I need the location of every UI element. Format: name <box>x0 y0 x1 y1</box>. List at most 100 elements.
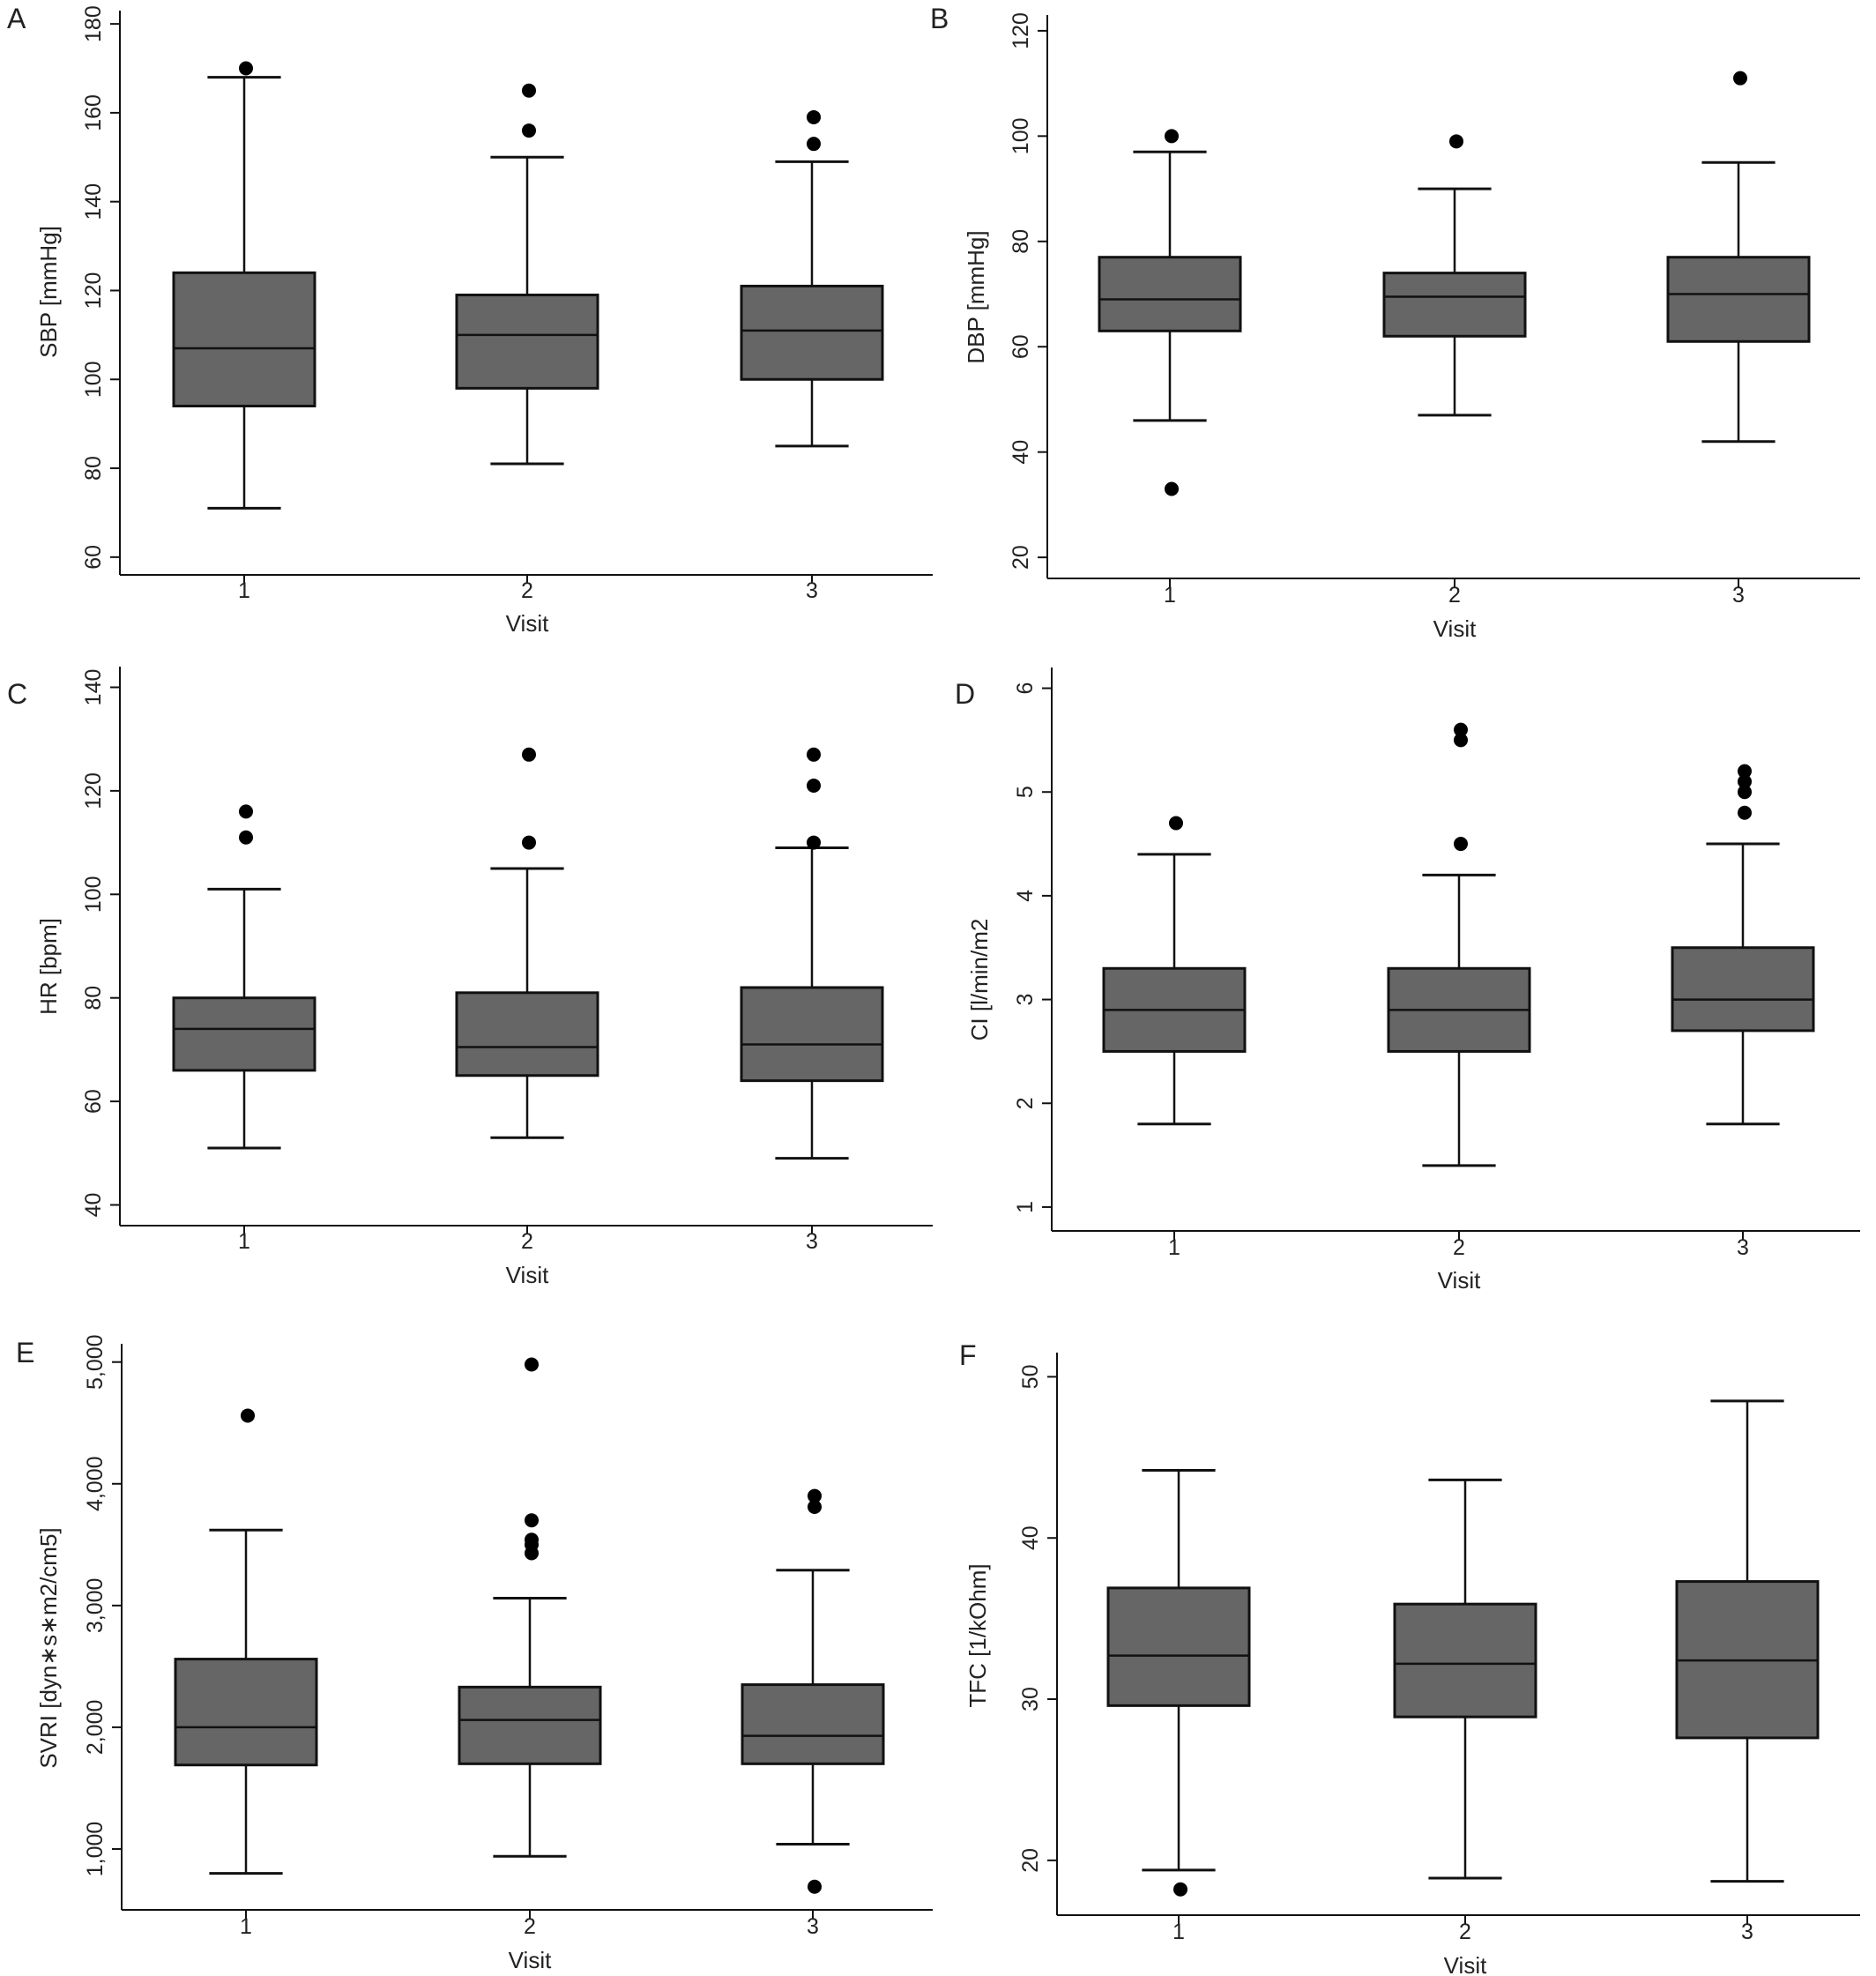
y-tick-label: 60 <box>1009 334 1033 359</box>
outlier-point <box>807 137 821 152</box>
y-tick-label: 40 <box>81 1193 106 1218</box>
y-tick-label: 80 <box>81 986 106 1010</box>
y-tick-label: 160 <box>81 94 106 131</box>
box-visit-1 <box>174 1408 318 1875</box>
box-visit-3 <box>740 109 884 448</box>
x-tick-label: 2 <box>524 1914 536 1939</box>
y-tick-label: 100 <box>1009 117 1033 154</box>
x-tick-label: 3 <box>807 1914 819 1939</box>
x-axis-title: Visit <box>1444 1952 1487 1976</box>
outlier-point <box>1733 71 1747 86</box>
outlier-point <box>807 779 821 794</box>
y-tick-label: 40 <box>1009 440 1033 465</box>
iqr-box <box>740 986 884 1083</box>
panel-letter: C <box>7 678 27 710</box>
box-visit-3 <box>1671 764 1815 1126</box>
x-axis-title: Visit <box>1433 615 1477 642</box>
x-tick-label: 2 <box>521 578 533 603</box>
outlier-point <box>807 747 821 762</box>
panel-letter: B <box>930 3 949 34</box>
iqr-box <box>455 991 599 1077</box>
y-tick-label: 5,000 <box>83 1334 108 1390</box>
outlier-point <box>525 1532 539 1547</box>
x-tick-label: 3 <box>1737 1235 1749 1260</box>
panel-d: D Visit CI [l/min/m2 1 2 3 4 5 6 1 2 3 <box>955 667 1860 1294</box>
box-visit-2 <box>455 83 599 466</box>
y-tick-label: 20 <box>1009 545 1033 570</box>
y-tick-label: 40 <box>1018 1525 1043 1550</box>
iqr-box <box>1382 272 1527 338</box>
panel-marks: 1,000 2,000 3,000 4,000 5,000 1 2 3 <box>83 1334 933 1939</box>
outlier-point <box>808 1488 822 1503</box>
outlier-point <box>522 83 536 98</box>
panel-f: F Visit TFC [1/kOhm] 20 30 40 50 1 2 3 <box>959 1339 1860 1976</box>
box-visit-2 <box>458 1357 602 1858</box>
x-axis-title: Visit <box>1438 1267 1481 1294</box>
y-axis-title: TFC [1/kOhm] <box>964 1563 991 1707</box>
panel-letter: D <box>955 678 975 710</box>
y-tick-label: 140 <box>81 183 106 220</box>
outlier-point <box>808 1500 822 1515</box>
y-axis-title: SBP [mmHg] <box>35 226 62 358</box>
iqr-box <box>1098 256 1242 332</box>
box-visit-2 <box>1393 1478 1537 1880</box>
box-visit-3 <box>1666 71 1811 444</box>
x-tick-label: 3 <box>806 1229 818 1254</box>
y-tick-label: 20 <box>1018 1848 1043 1873</box>
x-tick-label: 1 <box>240 1914 252 1939</box>
y-tick-label: 100 <box>81 876 106 913</box>
y-tick-label: 50 <box>1018 1365 1043 1390</box>
y-tick-label: 80 <box>1009 229 1033 254</box>
y-tick-label: 80 <box>81 456 106 481</box>
outlier-point <box>808 1879 822 1894</box>
x-tick-label: 3 <box>1741 1920 1753 1944</box>
box-visit-2 <box>1382 134 1527 417</box>
panel-marks: 1 2 3 4 5 6 1 2 3 <box>1013 667 1860 1260</box>
box-visit-2 <box>1387 722 1531 1167</box>
y-tick-label: 120 <box>1009 12 1033 49</box>
outlier-point <box>1738 785 1752 800</box>
outlier-point <box>239 804 253 819</box>
iqr-box <box>1393 1602 1537 1719</box>
x-tick-label: 1 <box>1164 583 1176 608</box>
x-tick-label: 1 <box>238 1229 250 1254</box>
x-tick-label: 2 <box>521 1229 533 1254</box>
box-visit-1 <box>1102 816 1247 1126</box>
y-tick-label: 3 <box>1013 994 1038 1006</box>
iqr-box <box>455 294 599 390</box>
outlier-point <box>522 123 536 138</box>
iqr-box <box>172 271 316 408</box>
panel-a: A Visit SBP [mmHg] 60 80 100 120 140 160 180 1 2… <box>7 3 933 637</box>
iqr-box <box>172 996 316 1072</box>
panel-c: C Visit HR [bpm] 40 60 80 100 120 140 1 2 3 <box>7 667 933 1288</box>
x-tick-label: 2 <box>1453 1235 1465 1260</box>
outlier-point <box>1738 805 1752 820</box>
outlier-point <box>525 1513 539 1528</box>
panel-letter: F <box>959 1339 977 1371</box>
y-tick-label: 1 <box>1013 1201 1038 1213</box>
y-tick-label: 2,000 <box>83 1700 108 1756</box>
iqr-box <box>1666 256 1811 343</box>
outlier-point <box>1449 134 1463 149</box>
outlier-point <box>1738 764 1752 779</box>
iqr-box <box>740 284 884 381</box>
iqr-box <box>458 1685 602 1765</box>
x-tick-label: 3 <box>1732 583 1745 608</box>
x-axis-title: Visit <box>506 1262 549 1288</box>
y-tick-label: 30 <box>1018 1687 1043 1711</box>
box-visit-3 <box>740 747 884 1160</box>
y-tick-label: 6 <box>1013 682 1038 695</box>
iqr-box <box>741 1683 885 1765</box>
iqr-box <box>1671 946 1815 1033</box>
y-tick-label: 1,000 <box>83 1822 108 1877</box>
panel-letter: A <box>7 3 26 34</box>
box-visit-2 <box>455 747 599 1139</box>
y-tick-label: 3,000 <box>83 1578 108 1634</box>
outlier-point <box>1169 816 1183 831</box>
box-visit-3 <box>741 1488 885 1894</box>
outlier-point <box>1173 1882 1187 1897</box>
box-visit-1 <box>1098 129 1242 496</box>
outlier-point <box>239 830 253 845</box>
panel-letter: E <box>16 1337 34 1368</box>
